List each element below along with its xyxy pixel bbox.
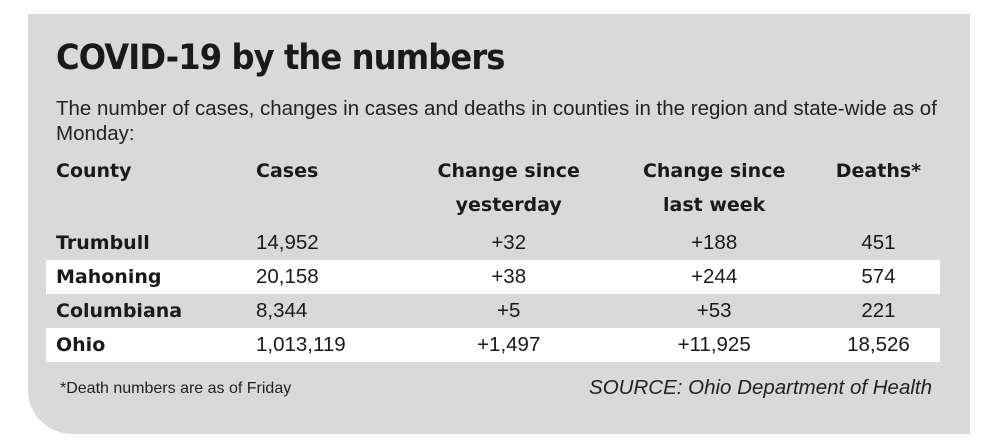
deaths-cell: 451 [861, 231, 896, 254]
table-row: Columbiana 8,344 +5 +53 221 [46, 294, 940, 328]
cases-cell: 8,344 [256, 299, 308, 322]
header-cases: Cases [256, 154, 406, 226]
deaths-cell: 221 [861, 299, 896, 322]
header-change-yesterday: Change since yesterday [406, 154, 611, 226]
table-header-row: County Cases Change since yesterday Chan… [46, 154, 940, 226]
footnote: *Death numbers are as of Friday [60, 380, 292, 397]
change-week-cell: +244 [611, 260, 817, 294]
change-yesterday-cell: +38 [406, 260, 612, 294]
table-row: Trumbull 14,952 +32 +188 451 [46, 226, 940, 260]
header-change-week-line2: last week [663, 194, 766, 216]
change-week-cell: +11,925 [611, 328, 817, 362]
header-change-yesterday-line1: Change since [437, 160, 580, 182]
chart-title: COVID-19 by the numbers [56, 38, 505, 78]
header-change-week-line1: Change since [642, 160, 786, 182]
header-change-yesterday-line2: yesterday [455, 194, 562, 216]
county-cell: Trumbull [56, 232, 150, 254]
change-yesterday-cell: +1,497 [406, 328, 612, 362]
deaths-cell: 574 [816, 260, 940, 294]
table-row: Ohio 1,013,119 +1,497 +11,925 18,526 [46, 328, 940, 362]
change-yesterday-cell: +32 [491, 231, 527, 254]
cases-cell: 14,952 [256, 231, 319, 254]
chart-subtitle: The number of cases, changes in cases an… [56, 97, 937, 145]
header-county: County [46, 154, 256, 226]
table-row: Mahoning 20,158 +38 +244 574 [46, 260, 940, 294]
change-yesterday-cell: +5 [497, 299, 521, 322]
county-cell: Columbiana [56, 300, 183, 322]
change-week-cell: +188 [691, 231, 738, 254]
change-week-cell: +53 [696, 299, 732, 322]
data-table: County Cases Change since yesterday Chan… [46, 154, 940, 362]
header-change-week: Change since last week [611, 154, 816, 226]
county-cell: Ohio [46, 328, 256, 362]
header-county-line1: County [56, 160, 132, 182]
cases-cell: 1,013,119 [256, 328, 406, 362]
county-cell: Mahoning [46, 260, 256, 294]
deaths-cell: 18,526 [816, 328, 940, 362]
cases-cell: 20,158 [256, 260, 406, 294]
source-credit: SOURCE: Ohio Department of Health [589, 376, 932, 399]
infographic-card: COVID-19 by the numbers The number of ca… [28, 14, 970, 434]
header-cases-line1: Cases [256, 160, 319, 182]
header-deaths-line1: Deaths* [835, 160, 922, 182]
header-deaths: Deaths* [817, 154, 940, 226]
